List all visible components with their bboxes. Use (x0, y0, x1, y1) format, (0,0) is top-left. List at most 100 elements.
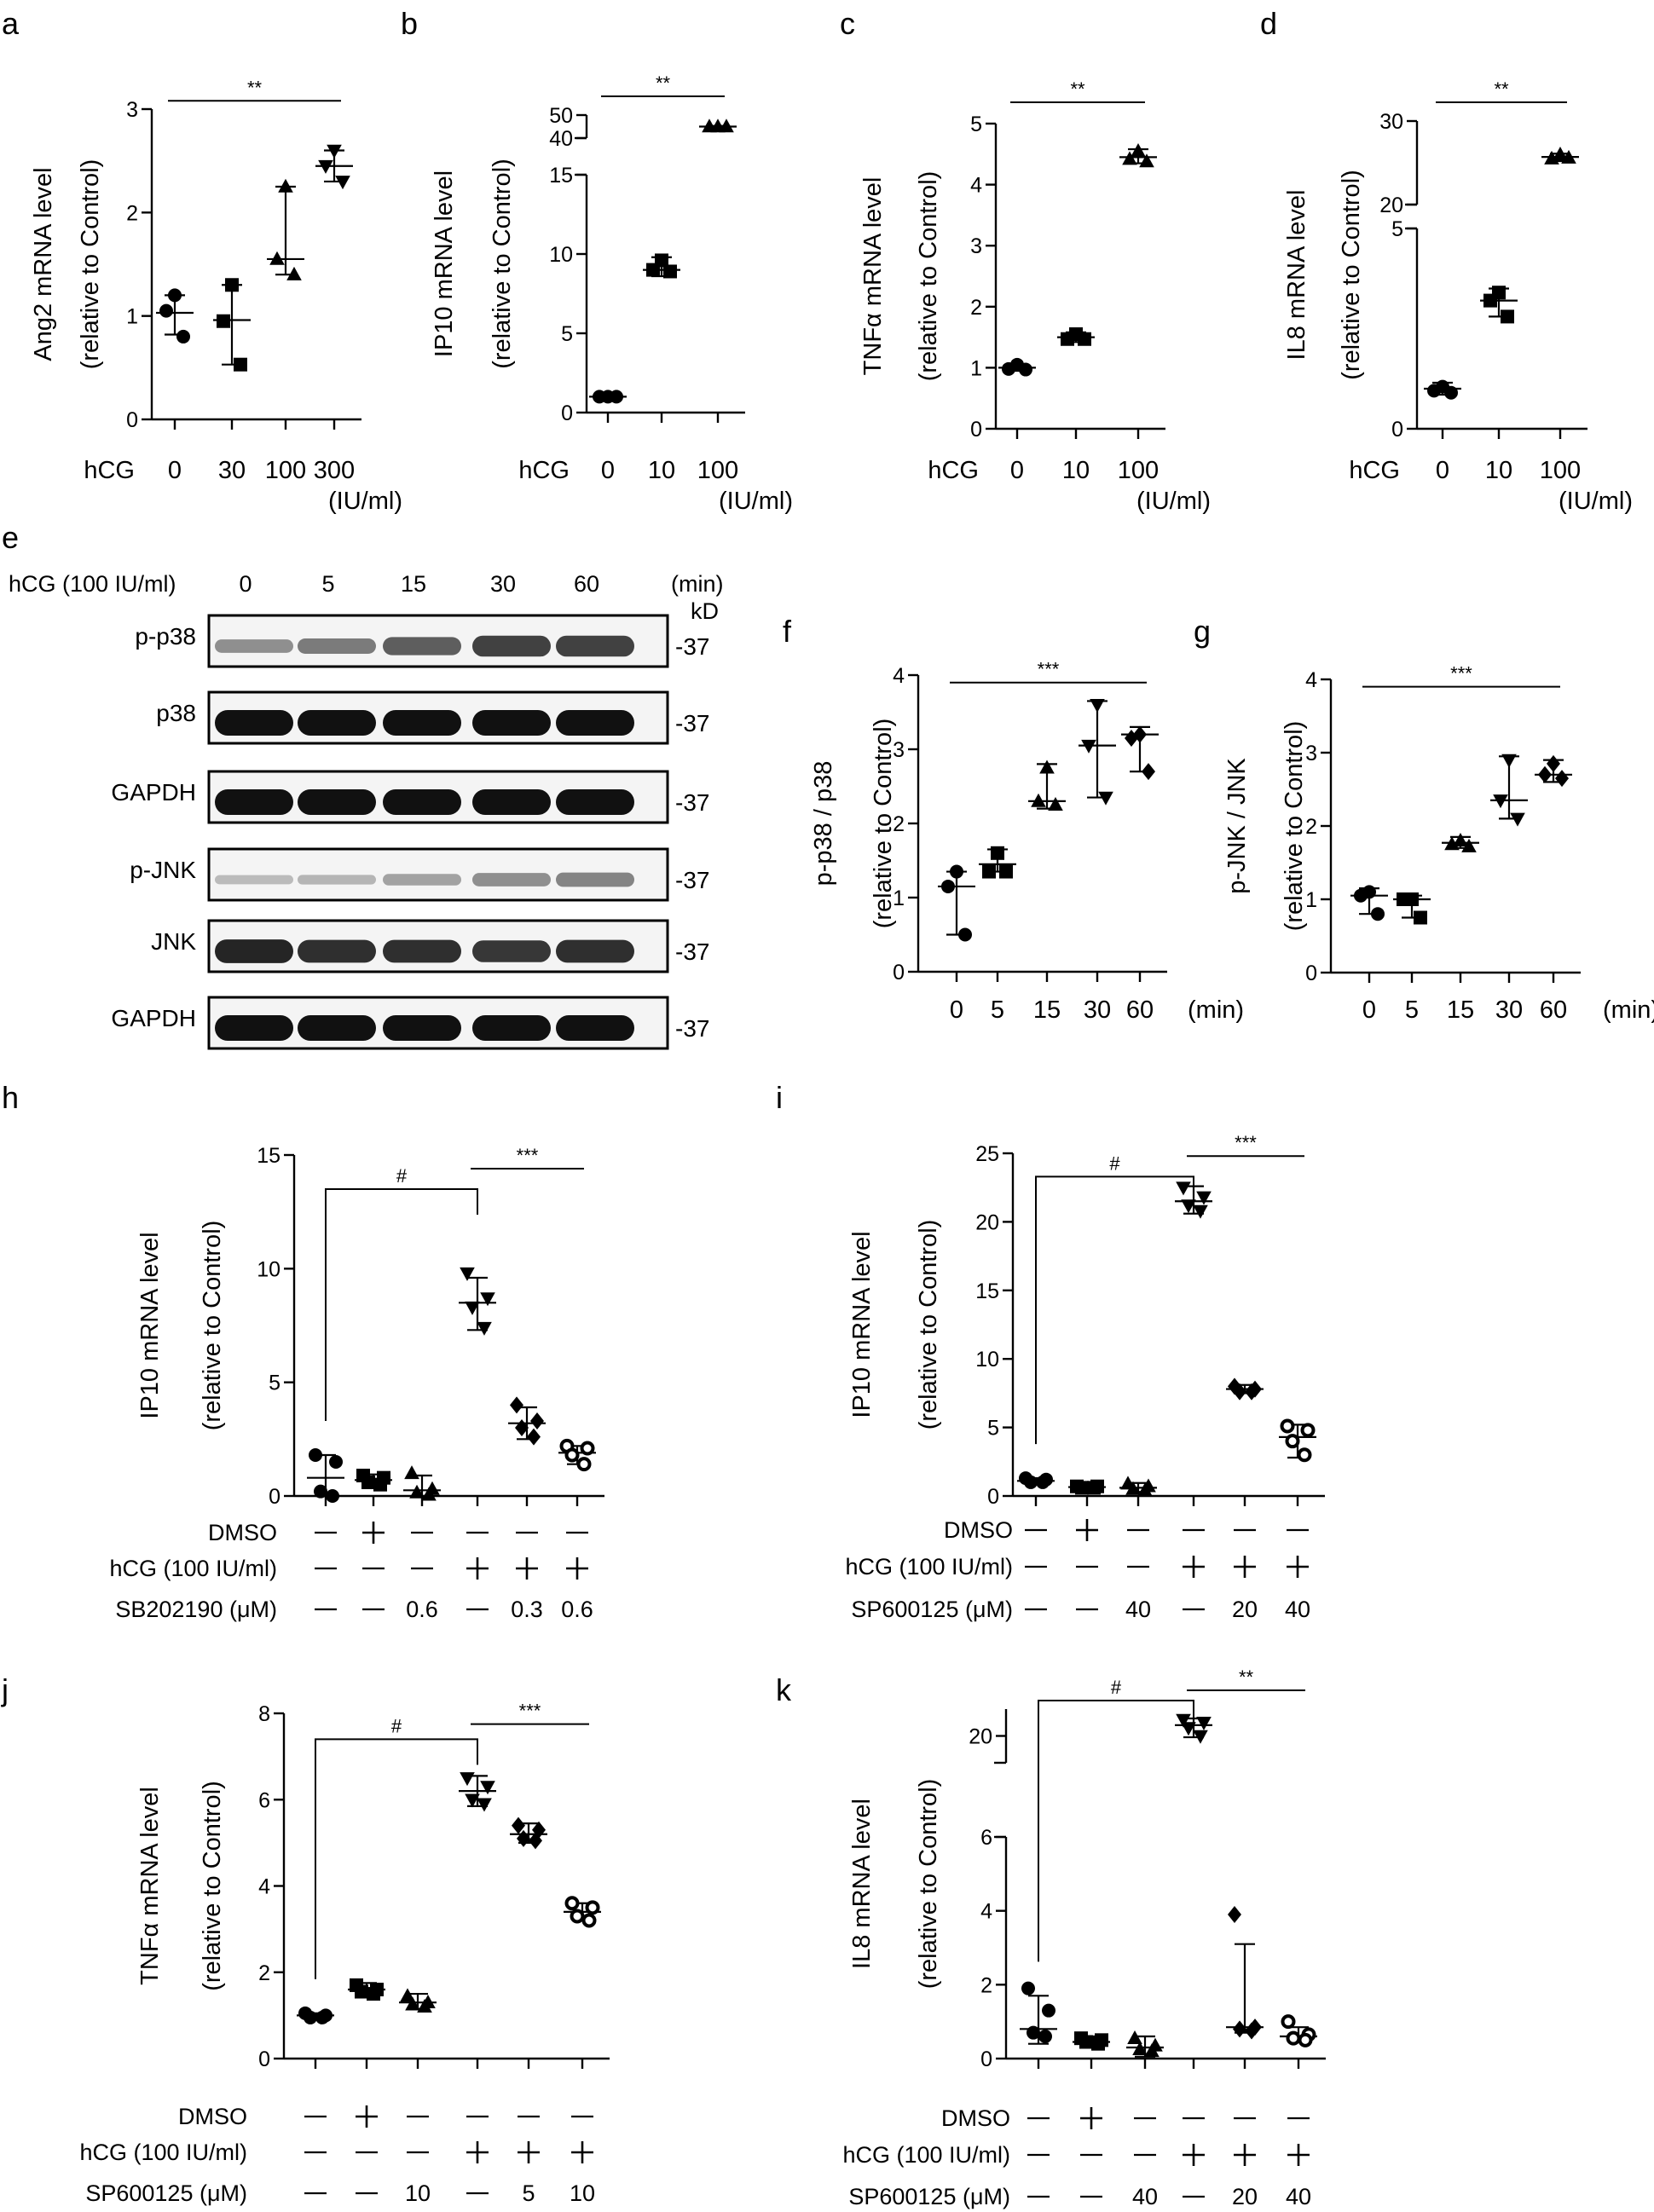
blot-band (383, 939, 461, 963)
y-axis-label-i: (relative to Control) (915, 1220, 942, 1430)
x-tick-label-a: 100 (265, 457, 306, 484)
data-point-j (585, 1900, 600, 1915)
data-point-a (234, 357, 247, 372)
y-tick-label-j: 0 (258, 2047, 270, 2071)
data-point-j (355, 1984, 368, 1999)
treatment-row-label-j: SP600125 (μM) (85, 2180, 247, 2206)
sig-label-k: ** (1239, 1666, 1254, 1688)
data-point-g (1493, 794, 1508, 809)
x-tick-label-c: 100 (1118, 457, 1159, 484)
treatment-row-label-h: DMSO (208, 1520, 277, 1545)
y-tick-label-h: 10 (257, 1257, 280, 1281)
data-point-k (1228, 1906, 1241, 1923)
sig-label-h: *** (517, 1145, 539, 1166)
blot-band (298, 875, 376, 885)
data-point-c (1078, 332, 1091, 346)
panel-label-c: c (840, 6, 855, 41)
blot-row-label: p-JNK (130, 857, 196, 883)
chart-c: 0 1 2 3 4 5 TNFα mRNA level (relative to Contro… (859, 78, 1211, 515)
treatment-value-h: 0.6 (561, 1597, 593, 1622)
sig-bracket-h (325, 1188, 478, 1421)
data-point-j (367, 1987, 380, 2001)
chart-k: 20 0 2 4 6 IL8 mRNA level (relative to Control… (842, 1666, 1326, 2209)
data-point-k (1132, 2041, 1148, 2055)
y-tick-label-b: 0 (561, 401, 573, 425)
y-axis-label-d: IL8 mRNA level (1283, 190, 1310, 361)
data-point-a (217, 314, 230, 328)
blot-band (556, 939, 634, 963)
x-tick-label-d: 0 (1436, 457, 1449, 484)
treatment-value-h: 0.3 (511, 1597, 543, 1622)
data-point-j (400, 1988, 415, 2002)
treatment-value-i: 40 (1125, 1597, 1151, 1622)
data-point-f (1125, 729, 1138, 747)
data-point-f (950, 864, 963, 879)
data-point-f (1090, 699, 1105, 713)
blot-mw-unit: kD (691, 598, 719, 624)
data-point-i (1024, 1475, 1038, 1489)
blot-band (298, 710, 376, 736)
data-point-g (1555, 770, 1569, 788)
x-unit-label-d: (IU/ml) (1559, 488, 1633, 515)
y-tick-label-b: 5 (561, 322, 573, 346)
blot-lane-label: 5 (321, 571, 334, 597)
y-tick-label-a: 0 (126, 408, 138, 432)
data-point-f (1098, 791, 1113, 806)
blot-mw-marker: -37 (675, 633, 709, 660)
data-point-f (1142, 763, 1155, 781)
y-axis-label-c: TNFα mRNA level (859, 177, 887, 376)
treatment-row-label-k: SP600125 (μM) (848, 2184, 1010, 2209)
blot-band (556, 789, 634, 815)
y-tick-label-c: 0 (970, 418, 982, 442)
data-point-h (580, 1441, 595, 1456)
blot-band (215, 789, 293, 815)
panel-label-i: i (776, 1080, 783, 1115)
sig-bracket-i (1035, 1175, 1194, 1445)
blot-mw-marker: -37 (675, 1015, 709, 1042)
data-point-i (1280, 1418, 1295, 1434)
x-tick-label-a: 300 (314, 457, 355, 484)
blot-band (298, 1015, 376, 1041)
data-point-d (1561, 149, 1576, 164)
y-tick-label-j: 6 (258, 1788, 270, 1812)
data-point-i (1233, 1383, 1246, 1401)
data-point-i (1297, 1447, 1312, 1463)
data-point-c (1061, 332, 1074, 346)
y-tick-label-i: 15 (975, 1279, 999, 1303)
data-point-j (517, 1829, 530, 1847)
data-point-f (991, 846, 1004, 860)
y-tick-label-j: 8 (258, 1702, 270, 1726)
data-point-h (564, 1447, 580, 1463)
y-axis-label-k: (relative to Control) (915, 1779, 942, 1990)
y-axis-label-a: Ang2 mRNA level (30, 167, 57, 361)
x-tick-label-d: 100 (1540, 457, 1581, 484)
data-point-j (564, 1896, 580, 1911)
data-point-i (1087, 1481, 1101, 1495)
sig-label-b: ** (656, 72, 671, 94)
data-point-f (1081, 739, 1096, 754)
data-point-j (581, 1913, 597, 1928)
y-tick-label-b: 40 (549, 127, 573, 151)
blot-row-label: GAPDH (111, 779, 196, 806)
blot-band (215, 710, 293, 736)
data-point-a (159, 303, 173, 318)
blot-band (556, 635, 634, 657)
blot-band (383, 789, 461, 815)
data-point-g (1538, 765, 1552, 783)
y-tick-label-f: 1 (893, 887, 905, 910)
panel-label-h: h (2, 1080, 19, 1115)
x-tick-label-a: 0 (168, 457, 182, 484)
data-point-h (404, 1465, 419, 1480)
y-tick-label-a: 3 (126, 98, 138, 122)
data-point-h (530, 1412, 544, 1429)
blot-row-label: p38 (156, 700, 196, 726)
y-axis-label-j: (relative to Control) (199, 1781, 226, 1991)
data-point-i (1196, 1191, 1212, 1205)
blot-band (472, 635, 551, 657)
blot-band (215, 875, 293, 885)
x-tick-label-g: 15 (1447, 996, 1474, 1024)
data-point-c (1122, 151, 1137, 165)
data-point-f (958, 927, 972, 942)
y-tick-label-i: 5 (987, 1417, 999, 1441)
data-point-h (510, 1396, 523, 1414)
